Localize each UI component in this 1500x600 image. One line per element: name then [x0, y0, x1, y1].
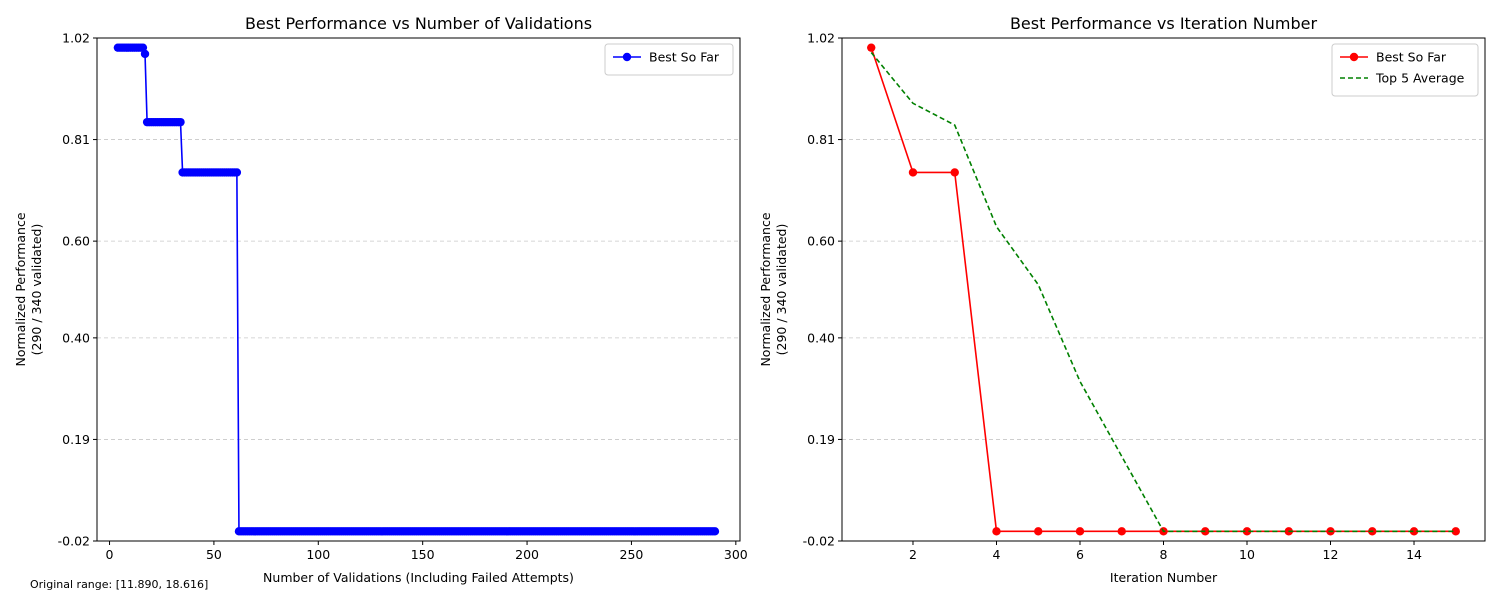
y-tick-label: 1.02 — [62, 31, 90, 46]
x-tick-label: 50 — [206, 547, 222, 562]
x-tick-label: 8 — [1160, 547, 1168, 562]
data-point — [950, 168, 959, 177]
x-tick-label: 2 — [909, 547, 917, 562]
y-tick-label: 0.81 — [62, 132, 90, 147]
x-tick-label: 0 — [106, 547, 114, 562]
series-line-best-so-far — [870, 47, 1456, 533]
data-point — [992, 527, 1001, 536]
data-point — [1075, 527, 1085, 536]
x-axis-label: Number of Validations (Including Failed … — [263, 570, 574, 585]
y-axis-label: (290 / 340 validated) — [774, 224, 789, 356]
plot-frame — [96, 37, 741, 542]
x-tick-label: 100 — [306, 547, 330, 562]
x-tick-label: 14 — [1406, 547, 1422, 562]
y-tick-label: 0.60 — [62, 234, 90, 249]
chart-panel-2: -0.02 0.19 0.40 0.60 0.81 1.02 2 4 6 8 10 12 14 Best … — [758, 14, 1486, 585]
y-axis-label: Normalized Performance — [758, 212, 773, 366]
x-tick-label: 200 — [515, 547, 539, 562]
y-axis-label: (290 / 340 validated) — [29, 224, 44, 356]
y-tick-label: 1.02 — [807, 31, 835, 46]
legend-box — [1331, 43, 1479, 97]
plot-frame — [841, 37, 1486, 542]
data-point — [908, 168, 918, 177]
data-point — [1117, 527, 1126, 536]
legend-marker — [1349, 52, 1359, 62]
y-tick-label: 0.81 — [807, 132, 835, 147]
legend-label: Best So Far — [1376, 50, 1447, 65]
x-tick-label: 250 — [620, 547, 644, 562]
series-line-top-5-average — [870, 52, 1456, 533]
data-point — [176, 117, 185, 127]
data-point — [1451, 527, 1460, 536]
data-point — [710, 527, 720, 536]
chart-title: Best Performance vs Iteration Number — [1010, 14, 1318, 33]
data-point — [1242, 527, 1252, 536]
y-tick-label: 0.40 — [62, 330, 90, 345]
series-line-best-so-far — [117, 46, 715, 533]
y-tick-label: 0.60 — [807, 234, 835, 249]
x-tick-label: 4 — [993, 547, 1001, 562]
y-tick-label: -0.02 — [803, 534, 835, 549]
legend: Best So Far Top 5 Average — [1331, 43, 1479, 97]
legend-label: Best So Far — [649, 50, 720, 65]
y-tick-label: 0.19 — [807, 432, 835, 447]
data-point — [1409, 527, 1419, 536]
x-tick-label: 12 — [1323, 547, 1339, 562]
data-point — [140, 49, 150, 59]
legend-box — [604, 43, 734, 76]
x-axis-label: Iteration Number — [1110, 570, 1218, 585]
x-tick-label: 150 — [411, 547, 435, 562]
y-tick-label: -0.02 — [58, 534, 90, 549]
x-tick-label: 300 — [724, 547, 748, 562]
data-point — [867, 43, 876, 52]
y-axis-label: Normalized Performance — [13, 212, 28, 366]
x-tick-label: 10 — [1239, 547, 1255, 562]
legend-label: Top 5 Average — [1375, 71, 1465, 86]
legend-marker — [622, 52, 632, 62]
y-tick-label: 0.19 — [62, 432, 90, 447]
chart-title: Best Performance vs Number of Validation… — [245, 14, 592, 33]
data-point — [1034, 527, 1043, 536]
legend: Best So Far — [604, 43, 734, 76]
data-point — [232, 168, 242, 177]
original-range-note: Original range: [11.890, 18.616] — [30, 578, 209, 591]
chart-panel-1: -0.02 0.19 0.40 0.60 0.81 1.02 0 50 100 150 200 250… — [13, 14, 748, 585]
x-tick-label: 6 — [1076, 547, 1084, 562]
y-tick-label: 0.40 — [807, 330, 835, 345]
